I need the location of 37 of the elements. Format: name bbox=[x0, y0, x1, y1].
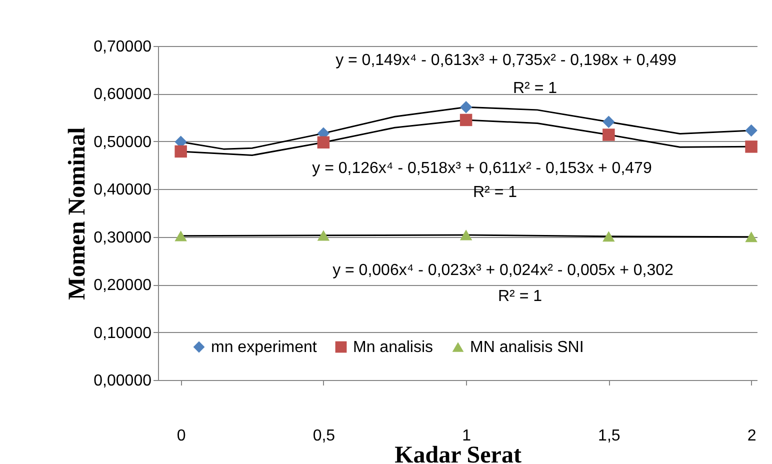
point bbox=[602, 231, 615, 242]
point bbox=[602, 116, 615, 128]
legend-label: mn experiment bbox=[211, 339, 318, 356]
y-tick-label: 0,40000 bbox=[94, 182, 152, 199]
y-tick-label: 0,60000 bbox=[94, 86, 152, 104]
y-tick-label: 0,70000 bbox=[94, 38, 152, 56]
point bbox=[174, 145, 187, 158]
y-tick-label: 0,50000 bbox=[94, 134, 152, 151]
x-tick-label: 1 bbox=[462, 428, 472, 444]
x-tick-label: 2 bbox=[747, 428, 756, 444]
point bbox=[317, 230, 330, 241]
annotation: y = 0,149x⁴ - 0,613x³ + 0,735x² - 0,198x + 0,499 bbox=[336, 52, 677, 69]
annotation: R² = 1 bbox=[472, 184, 518, 201]
point bbox=[745, 124, 758, 137]
annotation: y = 0,126x⁴ - 0,518x³ + 0,611x² - 0,153x + 0,479 bbox=[312, 160, 652, 177]
point bbox=[317, 136, 330, 149]
point bbox=[602, 128, 615, 141]
x-tick-label: 0 bbox=[176, 428, 186, 444]
point bbox=[745, 232, 758, 242]
point bbox=[460, 100, 472, 114]
point bbox=[460, 114, 472, 126]
y-tick-label: 0,30000 bbox=[94, 229, 152, 246]
y-tick-label: 0,10000 bbox=[94, 324, 152, 342]
point bbox=[460, 230, 472, 240]
annotation: R² = 1 bbox=[512, 80, 558, 97]
x-tick-label: 0,5 bbox=[312, 428, 336, 444]
x-tick-label: 1,5 bbox=[598, 428, 620, 444]
x-axis-title: Kadar Serat bbox=[394, 442, 522, 464]
legend-label: Mn analisis bbox=[353, 339, 434, 356]
annotation: y = 0,006x⁴ - 0,023x³ + 0,024x² - 0,005x + 0,302 bbox=[332, 262, 674, 279]
point bbox=[174, 230, 187, 242]
y-tick-label: 0,20000 bbox=[94, 277, 152, 294]
y-axis-title: Momen Nominal bbox=[64, 126, 91, 300]
legend-label: MN analisis SNI bbox=[470, 339, 584, 356]
point bbox=[745, 140, 758, 153]
y-tick-label: 0,00000 bbox=[94, 372, 152, 390]
annotation: R² = 1 bbox=[498, 288, 542, 305]
